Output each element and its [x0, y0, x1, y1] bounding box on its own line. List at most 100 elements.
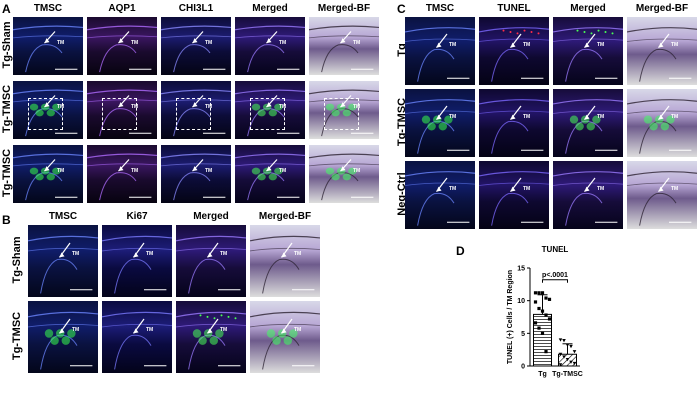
x-tick-label-tg: Tg: [538, 371, 547, 378]
data-point: [547, 317, 552, 321]
micrograph-tg-tmsc-merged-bf: TM: [250, 301, 320, 373]
micrograph-tg-sham-merged-bf: TM: [309, 17, 379, 75]
tm-marker-label: TM: [597, 186, 605, 192]
tm-marker-label: TM: [57, 103, 65, 110]
micrograph-tg-tmsc-tunel: TM: [479, 89, 549, 157]
tm-marker-label: TM: [449, 114, 457, 120]
tm-marker-label: TM: [72, 251, 80, 257]
data-point: [558, 338, 563, 342]
micrograph-tg-tmsc-merged: TM: [176, 301, 246, 373]
row-label-tg-sham: Tg-Sham: [1, 21, 13, 69]
tm-marker-label: TM: [449, 42, 457, 48]
micrograph-tg-tmsc: TM: [405, 17, 475, 85]
micrograph-tg-tmsc-tmsc: TM: [405, 89, 475, 157]
zoom-region-box: [324, 98, 360, 131]
micrograph-neg-ctrl-merged: TM: [553, 161, 623, 229]
tm-marker-label: TM: [146, 327, 154, 333]
micrograph-tg-sham-chi3l1: TM: [161, 17, 231, 75]
tm-marker-label: TM: [131, 39, 139, 46]
column-header-chi3l1: CHI3L1: [178, 3, 214, 14]
x-tick-label-tg-tmsc: Tg-TMSC: [552, 371, 583, 378]
micrograph-tg-tmsc-merged: TM: [235, 145, 305, 203]
micrograph-tg-tmsc-chi3l1: TM: [161, 81, 231, 139]
data-point: [547, 297, 552, 301]
tm-marker-label: TM: [220, 251, 228, 257]
data-point: [544, 313, 548, 317]
tm-marker-label: TM: [205, 103, 213, 110]
data-point: [572, 350, 577, 354]
data-point: [569, 360, 573, 364]
row-label-tg-tmsc: Tg-TMSC: [1, 84, 13, 134]
tm-marker-label: TM: [279, 167, 287, 174]
tm-marker-label: TM: [220, 327, 228, 333]
column-header-tunel: TUNEL: [497, 3, 531, 14]
panel-c-letter: C: [397, 2, 406, 16]
micrograph-tg-merged-bf: TM: [627, 17, 697, 85]
micrograph-tg-sham-merged: TM: [235, 17, 305, 75]
tm-marker-label: TM: [205, 39, 213, 46]
tm-marker-label: TM: [353, 167, 361, 174]
micrograph-tg-tmsc-tmsc: TM: [13, 81, 83, 139]
column-header-merged-bf: Merged-BF: [635, 3, 689, 14]
tm-marker-label: TM: [57, 39, 65, 46]
micrograph-tg-tmsc-merged: TM: [235, 81, 305, 139]
data-point: [572, 361, 577, 366]
data-point: [540, 309, 545, 313]
tm-marker-label: TM: [597, 114, 605, 120]
y-axis-label: TUNEL (+) Cells / TM Region: [507, 270, 514, 364]
data-point: [540, 291, 545, 295]
panel-b-letter: B: [2, 213, 11, 227]
data-point: [558, 363, 563, 367]
tm-marker-label: TM: [294, 251, 302, 257]
tm-marker-label: TM: [523, 114, 531, 120]
tm-marker-label: TM: [294, 327, 302, 333]
y-tick-label: 15: [517, 266, 525, 273]
column-header-merged-bf: Merged-BF: [258, 211, 312, 222]
data-point: [540, 331, 545, 335]
panel-a-letter: A: [2, 2, 11, 16]
tm-marker-label: TM: [523, 42, 531, 48]
data-point: [533, 291, 538, 295]
micrograph-tg-tmsc-merged-bf: TM: [627, 89, 697, 157]
data-point: [558, 352, 563, 357]
column-header-tmsc: TMSC: [48, 211, 78, 222]
data-point: [565, 343, 570, 347]
micrograph-tg-tmsc-tmsc: TM: [13, 145, 83, 203]
tm-marker-label: TM: [57, 167, 65, 174]
tm-marker-label: TM: [205, 167, 213, 174]
data-point: [544, 296, 548, 300]
y-tick-label: 5: [521, 331, 525, 338]
micrograph-tg-tmsc-merged-bf: TM: [309, 81, 379, 139]
panel-d-letter: D: [456, 244, 465, 258]
tm-marker-label: TM: [671, 114, 679, 120]
data-point: [565, 357, 570, 362]
column-header-tmsc: TMSC: [33, 3, 63, 14]
micrograph-tg-sham-merged: TM: [176, 225, 246, 297]
micrograph-tg-sham-tmsc: TM: [28, 225, 98, 297]
micrograph-tg-tmsc-aqp1: TM: [87, 145, 157, 203]
micrograph-tg-sham-merged-bf: TM: [250, 225, 320, 297]
row-label-tg-tmsc: Tg-TMSC: [11, 311, 23, 361]
y-tick-label: 10: [517, 298, 525, 305]
tm-marker-label: TM: [353, 39, 361, 46]
tm-marker-label: TM: [597, 42, 605, 48]
micrograph-tg-merged: TM: [553, 17, 623, 85]
column-header-merged-bf: Merged-BF: [317, 3, 371, 14]
data-point: [569, 344, 573, 349]
data-point: [533, 300, 538, 304]
zoom-region-box: [250, 98, 286, 131]
micrograph-tg-tmsc-merged: TM: [553, 89, 623, 157]
row-label-tg-tmsc: Tg-TMSC: [1, 148, 13, 198]
tm-marker-label: TM: [671, 42, 679, 48]
column-header-tmsc: TMSC: [425, 3, 455, 14]
data-point: [537, 326, 541, 330]
column-header-merged: Merged: [193, 211, 229, 222]
chart-title: TUNEL: [542, 245, 569, 254]
zoom-region-box: [28, 98, 64, 131]
row-label-tg-sham: Tg-Sham: [11, 236, 23, 284]
tm-marker-label: TM: [146, 251, 154, 257]
tm-marker-label: TM: [279, 103, 287, 110]
tm-marker-label: TM: [523, 186, 531, 192]
tm-marker-label: TM: [131, 167, 139, 174]
micrograph-tg-tmsc-chi3l1: TM: [161, 145, 231, 203]
